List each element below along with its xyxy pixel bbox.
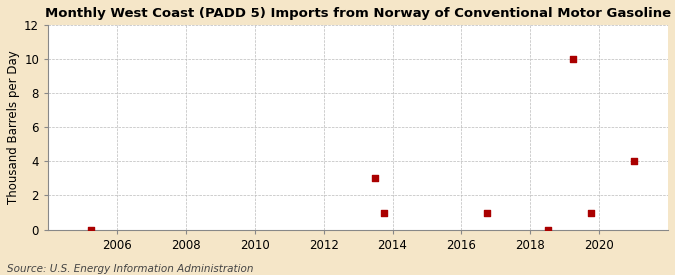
Point — [568, 57, 578, 62]
Y-axis label: Thousand Barrels per Day: Thousand Barrels per Day — [7, 51, 20, 204]
Point — [585, 210, 596, 215]
Point — [628, 159, 639, 164]
Point — [370, 176, 381, 181]
Point — [482, 210, 493, 215]
Point — [542, 227, 553, 232]
Title: Monthly West Coast (PADD 5) Imports from Norway of Conventional Motor Gasoline: Monthly West Coast (PADD 5) Imports from… — [45, 7, 671, 20]
Point — [379, 210, 389, 215]
Point — [86, 227, 97, 232]
Text: Source: U.S. Energy Information Administration: Source: U.S. Energy Information Administ… — [7, 264, 253, 274]
